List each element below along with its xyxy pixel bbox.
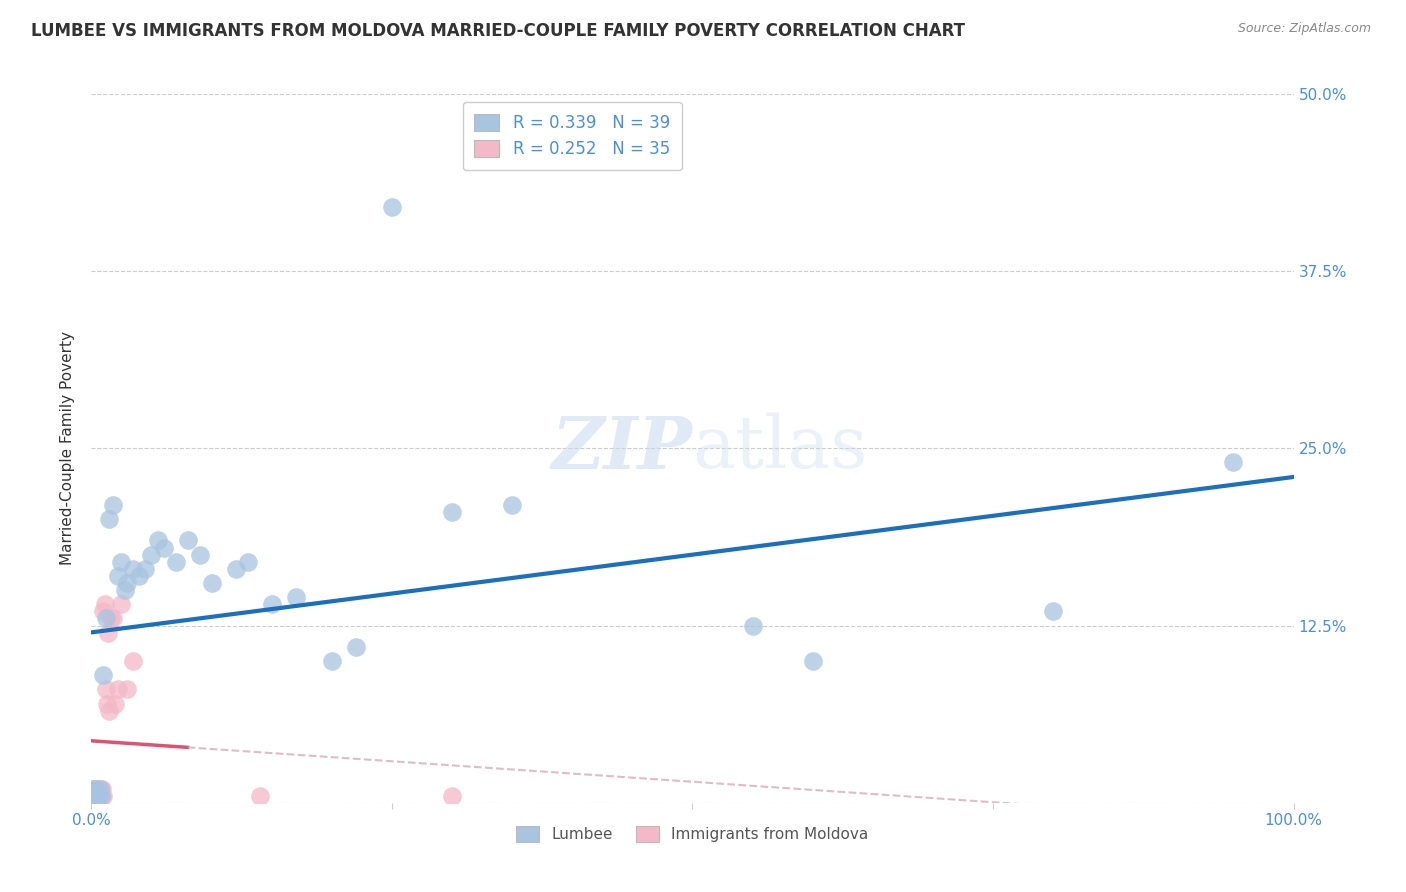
Point <box>93 668 115 682</box>
Point <box>84 789 107 803</box>
Point <box>86 789 108 803</box>
Point <box>122 562 145 576</box>
Point <box>82 789 104 803</box>
Point <box>94 682 117 697</box>
Point <box>101 611 124 625</box>
Point <box>86 784 108 798</box>
Point <box>225 562 247 576</box>
Point <box>107 569 129 583</box>
Point <box>110 597 132 611</box>
Point <box>98 704 121 718</box>
Point <box>134 562 156 576</box>
Point <box>122 654 145 668</box>
Point <box>1222 455 1244 469</box>
Point <box>89 789 111 803</box>
Point <box>117 682 139 697</box>
Point <box>107 682 129 697</box>
Point <box>84 789 107 803</box>
Point <box>101 498 124 512</box>
Point <box>381 200 404 214</box>
Point <box>83 784 105 798</box>
Point <box>117 576 139 591</box>
Point <box>94 611 117 625</box>
Point <box>89 781 111 796</box>
Point <box>146 533 169 548</box>
Point <box>91 781 114 796</box>
Point <box>501 498 523 512</box>
Point <box>90 781 112 796</box>
Point <box>741 618 763 632</box>
Point <box>87 789 110 803</box>
Point <box>98 512 121 526</box>
Point <box>440 789 463 803</box>
Point <box>260 597 283 611</box>
Point <box>344 640 367 654</box>
Text: Source: ZipAtlas.com: Source: ZipAtlas.com <box>1237 22 1371 36</box>
Point <box>152 541 174 555</box>
Point <box>110 555 132 569</box>
Point <box>83 781 105 796</box>
Point <box>165 555 187 569</box>
Point <box>82 781 104 796</box>
Point <box>86 781 108 796</box>
Legend: Lumbee, Immigrants from Moldova: Lumbee, Immigrants from Moldova <box>510 820 875 848</box>
Point <box>87 789 110 803</box>
Point <box>97 625 120 640</box>
Point <box>93 604 115 618</box>
Point <box>114 583 136 598</box>
Point <box>96 697 118 711</box>
Point <box>128 569 150 583</box>
Point <box>93 597 115 611</box>
Point <box>91 789 114 803</box>
Point <box>284 590 307 604</box>
Point <box>236 555 259 569</box>
Point <box>90 789 112 803</box>
Point <box>104 697 127 711</box>
Text: atlas: atlas <box>692 413 868 483</box>
Point <box>82 789 104 803</box>
Point <box>1042 604 1064 618</box>
Point <box>176 533 198 548</box>
Point <box>82 789 104 803</box>
Point <box>100 611 122 625</box>
Point <box>84 781 107 796</box>
Point <box>321 654 343 668</box>
Point <box>201 576 224 591</box>
Point <box>440 505 463 519</box>
Point <box>93 789 115 803</box>
Point <box>80 796 103 810</box>
Point <box>87 781 110 796</box>
Point <box>84 789 107 803</box>
Point <box>90 789 112 803</box>
Point <box>141 548 163 562</box>
Text: ZIP: ZIP <box>551 413 692 483</box>
Point <box>188 548 211 562</box>
Text: LUMBEE VS IMMIGRANTS FROM MOLDOVA MARRIED-COUPLE FAMILY POVERTY CORRELATION CHAR: LUMBEE VS IMMIGRANTS FROM MOLDOVA MARRIE… <box>31 22 965 40</box>
Point <box>801 654 824 668</box>
Point <box>83 789 105 803</box>
Point <box>84 781 107 796</box>
Point <box>84 781 107 796</box>
Y-axis label: Married-Couple Family Poverty: Married-Couple Family Poverty <box>60 331 76 566</box>
Point <box>249 789 271 803</box>
